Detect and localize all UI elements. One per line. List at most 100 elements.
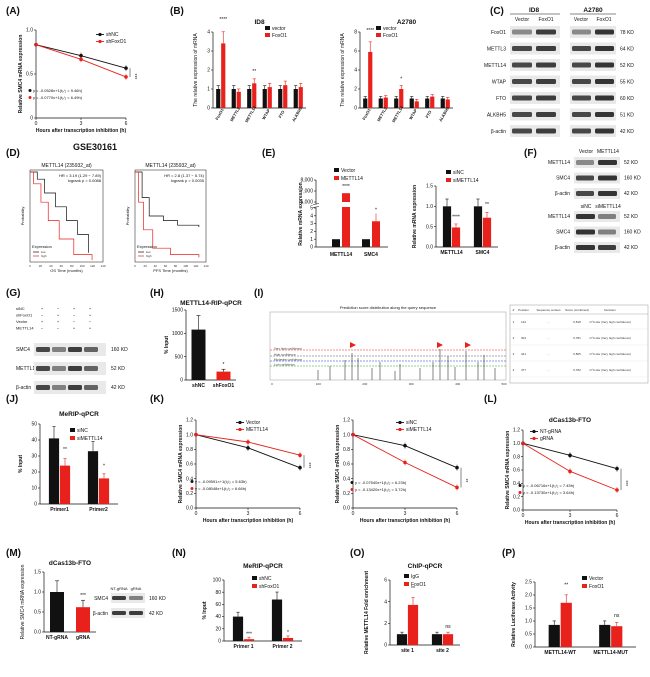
chart-o-legend-swatch (404, 582, 409, 586)
chart-d1-legend-label: low (41, 250, 46, 254)
chart-j-category-label: Primer1 (50, 507, 69, 513)
blot-g-kd: 160 KD (111, 347, 128, 353)
chart-d2-ylabel: Probability (125, 207, 130, 226)
chart-d1-ylabel: Probability (20, 207, 25, 226)
chart-d2-legend-label: low (146, 250, 151, 254)
blot-g-band (52, 385, 66, 390)
chart-b2-ytick-label: 2 (354, 87, 357, 93)
panel-label-a: (A) (6, 6, 20, 17)
chart-b2-bar (383, 97, 388, 108)
table-i-cell: m⁶A site (Very high confidence) (589, 352, 631, 356)
chart-b1-bar (283, 85, 288, 108)
panel-label-k: (K) (150, 394, 164, 405)
chart-d2-xtick-label: 100 (183, 264, 188, 268)
chart-d2-xtick-label: 120 (193, 264, 198, 268)
chart-n-bar (271, 599, 283, 641)
blot-c-band (512, 62, 532, 68)
blot-g-band (36, 366, 50, 371)
chart-b2-title: A2780 (397, 19, 417, 26)
chart-n-ytick-label: 80 (215, 590, 221, 596)
chart-o-annotation: ns (445, 624, 451, 630)
chart-b1-legend-label: FoxO1 (272, 33, 287, 39)
blot-c-protein: FoxO1 (491, 30, 506, 36)
chart-b2-legend-swatch (376, 26, 381, 30)
blot-c-band (536, 95, 556, 101)
chart-k2-annotation: ** (462, 479, 468, 483)
chart-b1-bar (262, 89, 267, 108)
blot-f-lane: METTL14 (597, 149, 619, 155)
chart-d2-xlabel: PFS Time (months) (153, 268, 188, 273)
chart-p-legend-swatch (582, 576, 587, 580)
chart-e1-category-label: METTL14 (330, 252, 352, 258)
chart-b1-bar (293, 89, 298, 108)
chart-d1-xtick-label: 100 (80, 264, 85, 268)
chart-o-legend-label: IgG (411, 574, 419, 580)
chart-e2-legend-swatch (446, 178, 451, 182)
chart-o-bar (407, 604, 419, 645)
chart-l-ytick-label: 0.8 (513, 454, 520, 460)
chart-d2-logrank: logrank p = 0.0035 (171, 178, 205, 183)
chart-e2-bar (442, 206, 452, 247)
chart-o-ytick-label: 0 (384, 643, 387, 649)
chart-n-annotation: * (287, 630, 289, 636)
chart-o-annotation: ** (411, 586, 415, 592)
chart-b1-ylabel: The relative expression of mRNA (193, 33, 199, 107)
chart-k1-xtick-label: 0 (195, 511, 198, 517)
blot-c-band (536, 29, 556, 35)
chart-p-annotation: ns (614, 613, 620, 619)
chart-k2-xtick-label: 3 (404, 511, 407, 517)
chart-i-legend-label: Moderate confidence (274, 358, 302, 362)
chart-n-ytick-label: 100 (213, 578, 222, 584)
blot-c-protein: METTL14 (484, 63, 506, 69)
chart-j-annotation: ** (63, 447, 67, 453)
chart-k1-ytick-label: 0.8 (186, 447, 193, 453)
blot-f-protein: SMC4 (556, 176, 570, 182)
chart-p-legend-swatch (582, 584, 587, 588)
chart-a-eq-marker (28, 89, 32, 92)
blot-c-band (572, 46, 591, 51)
blot-g-band (68, 347, 82, 352)
chart-n-legend-swatch (252, 576, 257, 580)
blot-c-band (512, 112, 532, 117)
table-i-cell: 0.781 (573, 336, 581, 340)
blot-c-strip (510, 92, 560, 104)
blot-f-band (576, 191, 594, 196)
chart-j-title: MeRIP-qPCR (59, 411, 99, 418)
blot-g-condition: METTL14 (16, 326, 34, 331)
chart-b2-legend-label: vector (383, 26, 397, 32)
chart-p-bar (599, 624, 611, 647)
chart-l-xtick-label: 3 (569, 513, 572, 519)
chart-o-title: ChIP-qPCR (408, 563, 443, 570)
blot-c-band (572, 112, 591, 117)
table-i-cell: 0.818 (573, 320, 581, 324)
table-i-cell: 0.782 (573, 368, 581, 372)
chart-k2-ytick-label: 0.6 (343, 462, 350, 468)
panel-label-g: (G) (6, 288, 20, 299)
chart-b2-legend-label: FoxO1 (383, 33, 398, 39)
chart-d2-frame (134, 169, 207, 263)
chart-p-legend-label: Vector (589, 576, 604, 582)
blot-c-band (536, 62, 556, 68)
chart-l-legend-marker (532, 429, 536, 434)
chart-b1-category-label: WTAP (261, 108, 271, 121)
blot-c-band (595, 95, 614, 101)
chart-b1-bar (247, 89, 252, 108)
chart-d1-xtick-label: 60 (60, 264, 64, 268)
chart-i-title: Prediction score distribution along the … (340, 305, 437, 310)
chart-k2-ytick-label: 1.2 (343, 418, 350, 424)
chart-e1-ytick-label: 4 (310, 213, 313, 219)
blot-g-kd: 42 KD (111, 385, 125, 391)
chart-l-ytick-label: 0.4 (513, 481, 520, 487)
blot-m-strip (111, 608, 145, 618)
blot-g-kd: 52 KD (111, 366, 125, 372)
blot-c-kd: 55 KD (620, 80, 634, 86)
blot-f-band (598, 160, 617, 165)
chart-d2-title: METTL14 (235932_at) (145, 163, 196, 169)
chart-e2-bar (451, 227, 461, 247)
chart-h-ytick-label: 1000 (172, 331, 183, 337)
blot-c-band (595, 62, 614, 68)
chart-b2-ytick-label: 8 (354, 30, 357, 36)
chart-o-ylabel: Relative METTL14 Fold enrichment (364, 571, 370, 654)
chart-n-bar (282, 637, 294, 641)
chart-h-category-label: shFoxO1 (213, 383, 235, 389)
